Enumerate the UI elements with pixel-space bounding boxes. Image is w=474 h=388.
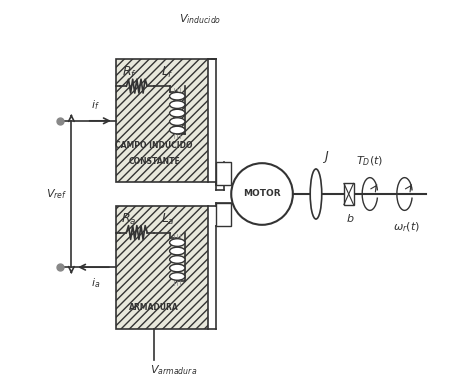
Circle shape xyxy=(231,163,293,225)
Ellipse shape xyxy=(170,92,185,100)
Text: CONSTANTE: CONSTANTE xyxy=(128,157,180,166)
Bar xyxy=(116,206,208,329)
Text: CAMPO INDUCIDO: CAMPO INDUCIDO xyxy=(116,141,193,150)
Bar xyxy=(116,59,208,182)
Ellipse shape xyxy=(170,264,185,272)
Text: ARMADURA: ARMADURA xyxy=(129,303,179,312)
Ellipse shape xyxy=(170,247,185,255)
Text: $L_a$: $L_a$ xyxy=(161,211,174,227)
Bar xyxy=(216,203,231,226)
Ellipse shape xyxy=(310,169,322,219)
Text: $R_f$: $R_f$ xyxy=(122,65,137,80)
Text: $J$: $J$ xyxy=(322,149,329,165)
Ellipse shape xyxy=(170,273,185,280)
Text: $b$: $b$ xyxy=(346,212,355,224)
Bar xyxy=(344,184,354,204)
Text: $L_f$: $L_f$ xyxy=(161,65,174,80)
Text: $V_{armadura}$: $V_{armadura}$ xyxy=(150,364,197,378)
Text: MOTOR: MOTOR xyxy=(243,189,281,199)
Ellipse shape xyxy=(170,101,185,108)
Ellipse shape xyxy=(170,118,185,125)
Text: $i_f$: $i_f$ xyxy=(91,99,100,112)
Ellipse shape xyxy=(170,109,185,117)
Text: $T_D(t)$: $T_D(t)$ xyxy=(356,154,383,168)
Ellipse shape xyxy=(170,256,185,263)
Text: $\omega_r(t)$: $\omega_r(t)$ xyxy=(393,220,420,234)
Ellipse shape xyxy=(170,239,185,246)
Text: $V_{ref}$: $V_{ref}$ xyxy=(46,187,68,201)
Text: $V_{inducido}$: $V_{inducido}$ xyxy=(179,12,221,26)
Bar xyxy=(216,162,231,185)
Text: $i_a$: $i_a$ xyxy=(91,276,100,289)
Ellipse shape xyxy=(170,126,185,134)
Text: $R_a$: $R_a$ xyxy=(121,211,137,227)
